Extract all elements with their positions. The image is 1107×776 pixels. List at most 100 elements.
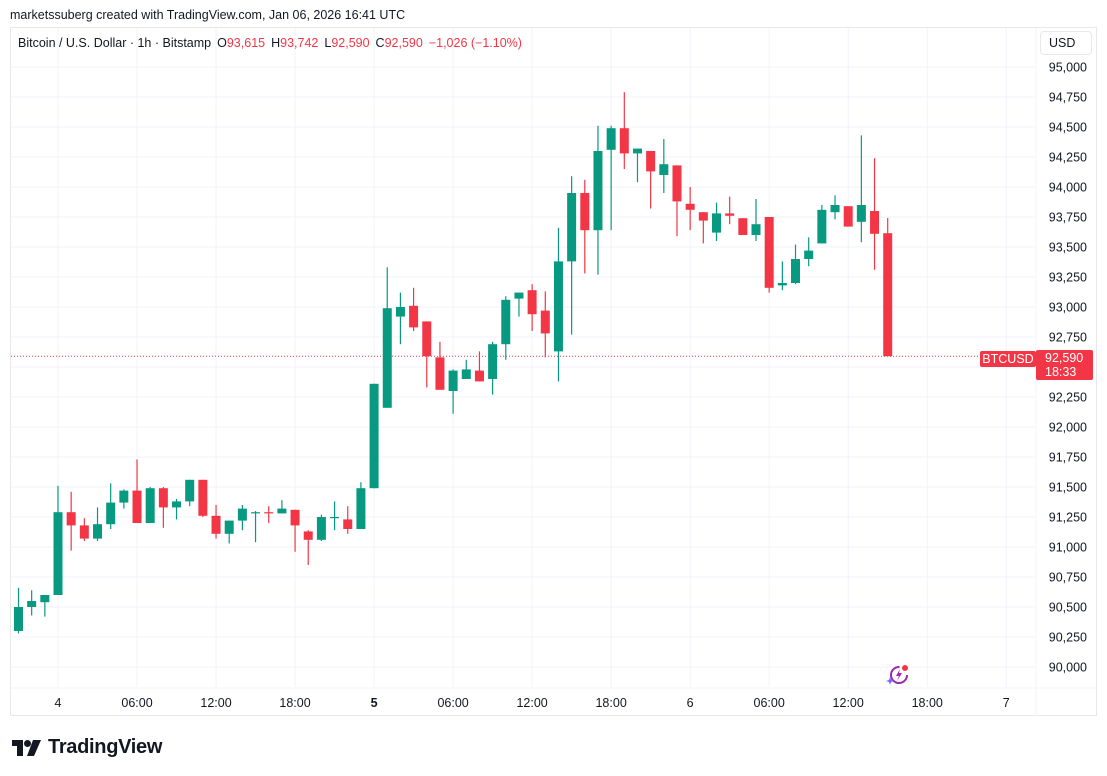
- candle-down[interactable]: [264, 512, 274, 514]
- candle-up[interactable]: [659, 164, 669, 175]
- time-axis-label: 18:00: [912, 696, 943, 710]
- tradingview-logo[interactable]: TradingView: [12, 736, 162, 759]
- candle-up[interactable]: [185, 479, 195, 502]
- candle-up[interactable]: [316, 517, 326, 540]
- candle-up[interactable]: [712, 213, 721, 233]
- candle-down[interactable]: [619, 128, 629, 154]
- symbol-title[interactable]: Bitcoin / U.S. Dollar · 1h · Bitstamp: [18, 36, 212, 50]
- price-axis-label: 94,000: [1049, 181, 1087, 195]
- price-axis-label: 94,750: [1049, 91, 1087, 105]
- alert-lightning-icon[interactable]: [884, 662, 912, 688]
- candle-up[interactable]: [804, 250, 814, 259]
- candle-up[interactable]: [448, 370, 458, 391]
- candle-up[interactable]: [606, 128, 616, 150]
- price-axis-label: 91,500: [1049, 481, 1087, 495]
- candle-up[interactable]: [106, 502, 116, 525]
- candle-down[interactable]: [66, 512, 76, 526]
- candle-up[interactable]: [237, 508, 247, 521]
- candle-down[interactable]: [870, 211, 880, 234]
- candle-down[interactable]: [435, 357, 445, 390]
- candle-down[interactable]: [527, 290, 537, 315]
- price-axis-label: 91,750: [1049, 451, 1087, 465]
- candle-up[interactable]: [172, 501, 182, 508]
- candle-down[interactable]: [158, 488, 168, 508]
- candle-up[interactable]: [93, 524, 103, 539]
- low-label: L: [324, 36, 332, 50]
- low-value: 92,590: [331, 36, 370, 50]
- candle-down[interactable]: [738, 218, 748, 235]
- candle-up[interactable]: [830, 205, 840, 213]
- candle-up[interactable]: [553, 261, 563, 352]
- candle-down[interactable]: [685, 203, 695, 210]
- candle-down[interactable]: [540, 310, 550, 334]
- candle-down[interactable]: [343, 519, 353, 529]
- open-label: O: [217, 36, 227, 50]
- price-axis-label: 90,250: [1049, 631, 1087, 645]
- tradingview-logo-text: TradingView: [48, 736, 163, 758]
- tradingview-logo-icon: [12, 739, 41, 756]
- ohlc-legend: Bitcoin / U.S. Dollar · 1h · Bitstamp O93…: [18, 36, 522, 50]
- candle-up[interactable]: [567, 193, 577, 262]
- candle-up[interactable]: [514, 292, 524, 299]
- time-axis-label: 5: [371, 696, 378, 710]
- candle-up[interactable]: [145, 488, 155, 523]
- candle-down[interactable]: [843, 206, 853, 227]
- candle-up[interactable]: [330, 517, 340, 519]
- candle-down[interactable]: [764, 217, 774, 288]
- time-axis-label: 4: [55, 696, 62, 710]
- candle-up[interactable]: [791, 259, 801, 283]
- candle-down[interactable]: [198, 479, 208, 516]
- candle-up[interactable]: [27, 601, 37, 607]
- candle-up[interactable]: [817, 209, 827, 244]
- candle-up[interactable]: [224, 520, 234, 534]
- candle-up[interactable]: [382, 308, 392, 408]
- candle-up[interactable]: [277, 508, 287, 514]
- close-value: 92,590: [384, 36, 423, 50]
- candle-down[interactable]: [132, 490, 142, 523]
- candle-up[interactable]: [53, 512, 63, 595]
- candle-down[interactable]: [422, 321, 432, 357]
- high-value: 93,742: [280, 36, 319, 50]
- candle-up[interactable]: [356, 488, 366, 529]
- candle-down[interactable]: [211, 515, 221, 534]
- candle-down[interactable]: [409, 305, 419, 328]
- candle-down[interactable]: [290, 509, 300, 526]
- candle-up[interactable]: [501, 299, 511, 345]
- candle-up[interactable]: [488, 344, 498, 379]
- candle-down[interactable]: [725, 213, 735, 216]
- candle-down[interactable]: [672, 165, 682, 202]
- candle-up[interactable]: [13, 607, 23, 631]
- candle-down[interactable]: [303, 531, 313, 540]
- last-price-value: 92,590: [1045, 351, 1084, 365]
- candle-up[interactable]: [593, 151, 603, 231]
- candle-down[interactable]: [646, 151, 656, 172]
- candle-up[interactable]: [119, 490, 129, 503]
- high-label: H: [271, 36, 281, 50]
- candle-up[interactable]: [251, 512, 261, 514]
- candle-up[interactable]: [369, 383, 379, 489]
- candle-up[interactable]: [856, 205, 866, 222]
- candle-up[interactable]: [461, 369, 471, 379]
- time-axis-label: 06:00: [754, 696, 785, 710]
- price-axis-label: 90,750: [1049, 571, 1087, 585]
- price-axis-label: 90,000: [1049, 661, 1087, 675]
- chart-frame: [10, 27, 1097, 716]
- price-axis-label: 92,000: [1049, 421, 1087, 435]
- candle-down[interactable]: [580, 193, 590, 231]
- candle-down[interactable]: [474, 370, 484, 382]
- price-axis-label: 94,500: [1049, 121, 1087, 135]
- candle-up[interactable]: [632, 148, 642, 154]
- time-axis-label: 06:00: [121, 696, 152, 710]
- candle-up[interactable]: [40, 595, 50, 603]
- candle-down[interactable]: [883, 233, 893, 357]
- time-axis-label: 18:00: [279, 696, 310, 710]
- candle-up[interactable]: [777, 283, 787, 286]
- currency-button[interactable]: USD: [1040, 31, 1092, 55]
- candle-down[interactable]: [79, 525, 89, 539]
- open-value: 93,615: [226, 36, 266, 50]
- bar-countdown: 18:33: [1045, 365, 1077, 379]
- candle-up[interactable]: [751, 224, 761, 235]
- candle-down[interactable]: [698, 212, 708, 221]
- candle-up[interactable]: [395, 307, 405, 317]
